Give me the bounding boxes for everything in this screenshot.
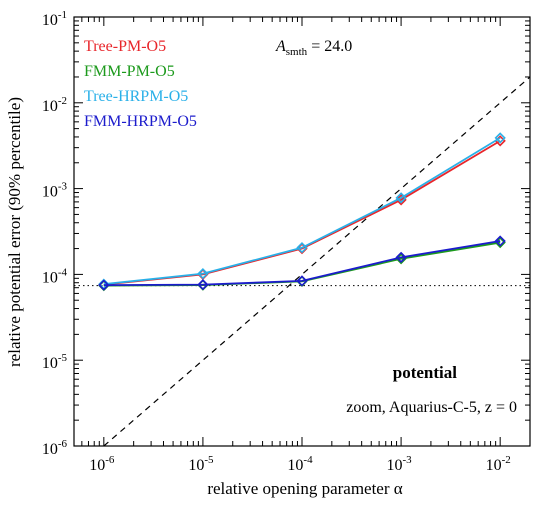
data-point (296, 242, 308, 254)
y-tick-label: 10-2 (42, 95, 67, 115)
plot-frame (73, 16, 531, 447)
x-tick-label: 10-3 (387, 454, 413, 474)
x-tick-label: 10-4 (287, 454, 313, 474)
series-line (103, 140, 501, 286)
series-line (103, 240, 501, 287)
data-point (98, 279, 110, 291)
run-info-annotation: zoom, Aquarius-C-5, z = 0 (346, 399, 517, 416)
legend-entry-tree-hrpm-o5: Tree-HRPM-O5 (84, 88, 188, 105)
x-tick-label: 10-6 (89, 454, 115, 474)
y-tick-label: 10-5 (42, 352, 68, 372)
y-tick-label: 10-6 (42, 438, 68, 458)
dashed-reference-line (103, 76, 530, 446)
series-tree-pm-o5 (98, 135, 506, 291)
legend: Tree-PM-O5 FMM-PM-O5 Tree-HRPM-O5 FMM-HRPM-… (84, 38, 197, 130)
smoothing-annotation: Asmth = 24.0 (275, 38, 352, 58)
data-point (494, 132, 506, 144)
data-point (395, 251, 407, 263)
legend-entry-fmm-pm-o5: FMM-PM-O5 (84, 63, 175, 80)
y-tick-label: 10-1 (42, 9, 67, 29)
smoothing-symbol: A (275, 38, 286, 55)
smoothing-subscript: smth (286, 46, 308, 58)
series-layer (98, 132, 506, 292)
y-tick-label: 10-4 (42, 266, 68, 286)
smoothing-value: = 24.0 (307, 38, 352, 55)
x-axis-label: relative opening parameter α (207, 479, 402, 498)
data-point (197, 268, 209, 280)
axis-ticks (73, 16, 531, 447)
reference-lines (74, 76, 530, 446)
y-tick-label: 10-3 (42, 181, 68, 201)
series-tree-hrpm-o5 (98, 132, 506, 290)
series-fmm-hrpm-o5 (98, 235, 506, 291)
data-point (494, 235, 506, 247)
data-point (296, 275, 308, 287)
axis-tick-labels: 10-6 10-5 10-4 10-3 10-2 10-6 10-5 10-4 10-3 10-2… (42, 9, 511, 474)
series-fmm-pm-o5 (98, 236, 506, 292)
x-tick-label: 10-2 (486, 454, 511, 474)
y-axis-label: relative potential error (90% percentile… (5, 97, 24, 367)
quantity-annotation: potential (393, 363, 458, 382)
x-tick-label: 10-5 (188, 454, 214, 474)
series-line (103, 137, 501, 286)
legend-entry-fmm-hrpm-o5: FMM-HRPM-O5 (84, 113, 197, 130)
legend-entry-tree-pm-o5: Tree-PM-O5 (84, 38, 166, 55)
data-point (197, 278, 209, 291)
data-point (395, 192, 407, 204)
